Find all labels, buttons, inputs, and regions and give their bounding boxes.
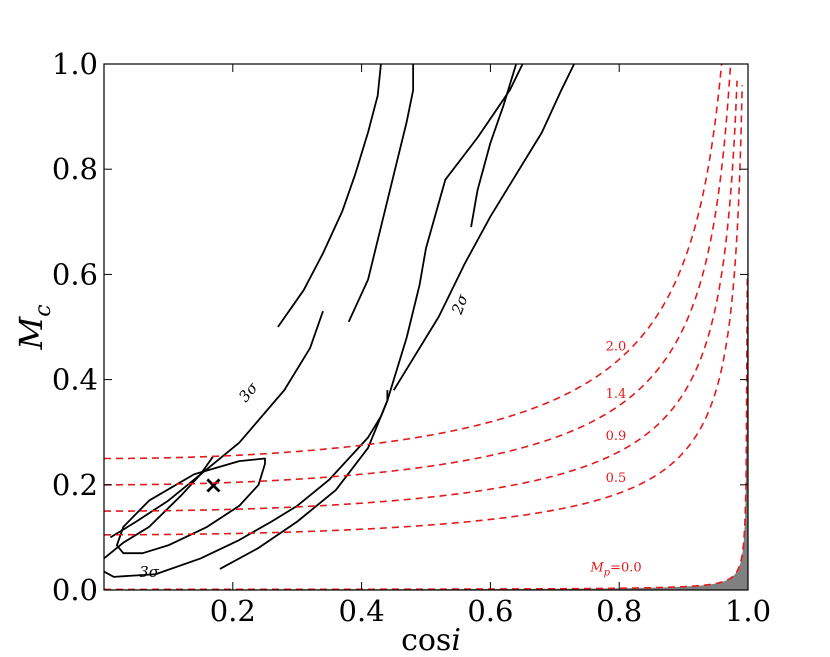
x-tick-label-0.4: 0.4 xyxy=(339,594,385,628)
mass-curve-1.4 xyxy=(104,63,732,486)
contour-label-1: 2σ xyxy=(448,291,472,317)
axes-layer: 0.2 0.4 0.6 0.8 1.0 0.0 0.2 0.4 0.6 0.8 1.0 cosi Mc xyxy=(12,47,771,657)
plot-frame xyxy=(103,63,749,591)
y-tick-label-0.4: 0.4 xyxy=(52,363,98,397)
y-tick-label-0.6: 0.6 xyxy=(52,257,98,291)
y-tick-label-0.0: 0.0 xyxy=(52,573,98,607)
y-tick-label-1.0: 1.0 xyxy=(52,47,98,81)
x-tick-label-0.8: 0.8 xyxy=(596,594,642,628)
mass-curve-0.5 xyxy=(104,85,744,536)
best-fit-marker: × xyxy=(203,471,223,499)
x-tick-label-0.2: 0.2 xyxy=(210,594,256,628)
x-axis-label: cosi xyxy=(401,623,461,657)
contour-2σ-upper xyxy=(109,310,324,539)
contour-label-2: 3σ xyxy=(139,563,160,581)
excluded-region xyxy=(104,64,748,590)
mass-curve-label-0.9: 0.9 xyxy=(606,429,627,444)
y-axis-label: Mc xyxy=(12,304,56,350)
contour-1σ xyxy=(115,457,266,555)
mass-curve-2.0 xyxy=(104,63,723,460)
mass-curve-label-1.4: 1.4 xyxy=(606,387,627,402)
contour-layer: 3σ 2σ 3σ × xyxy=(103,63,575,581)
contour-3σ-upper xyxy=(277,63,382,328)
contour-1σ-right xyxy=(393,63,575,391)
mass-curve-label-=0.0: Mp=0.0 xyxy=(589,561,641,579)
mass-curve-layer: 2.0 1.4 0.9 0.5 Mp=0.0 xyxy=(104,63,749,591)
y-tick-label-0.8: 0.8 xyxy=(52,152,98,186)
contour-2σ-lower xyxy=(219,63,524,570)
mass-curve-label-2.0: 2.0 xyxy=(606,340,627,355)
y-tick-label-0.2: 0.2 xyxy=(52,468,98,502)
mass-curve-0.9 xyxy=(104,80,738,512)
x-tick-label-1.0: 1.0 xyxy=(725,594,771,628)
plot-area xyxy=(104,64,748,590)
x-tick-label-0.6: 0.6 xyxy=(467,594,513,628)
contour-2σ-right xyxy=(470,63,518,228)
contour-label-0: 3σ xyxy=(235,378,262,405)
contour-3σ-right-upper xyxy=(347,64,415,323)
mass-curve-label-0.5: 0.5 xyxy=(606,471,627,486)
contour-3σ-outer xyxy=(103,390,389,578)
mass-curve-=0.0 xyxy=(104,274,749,591)
